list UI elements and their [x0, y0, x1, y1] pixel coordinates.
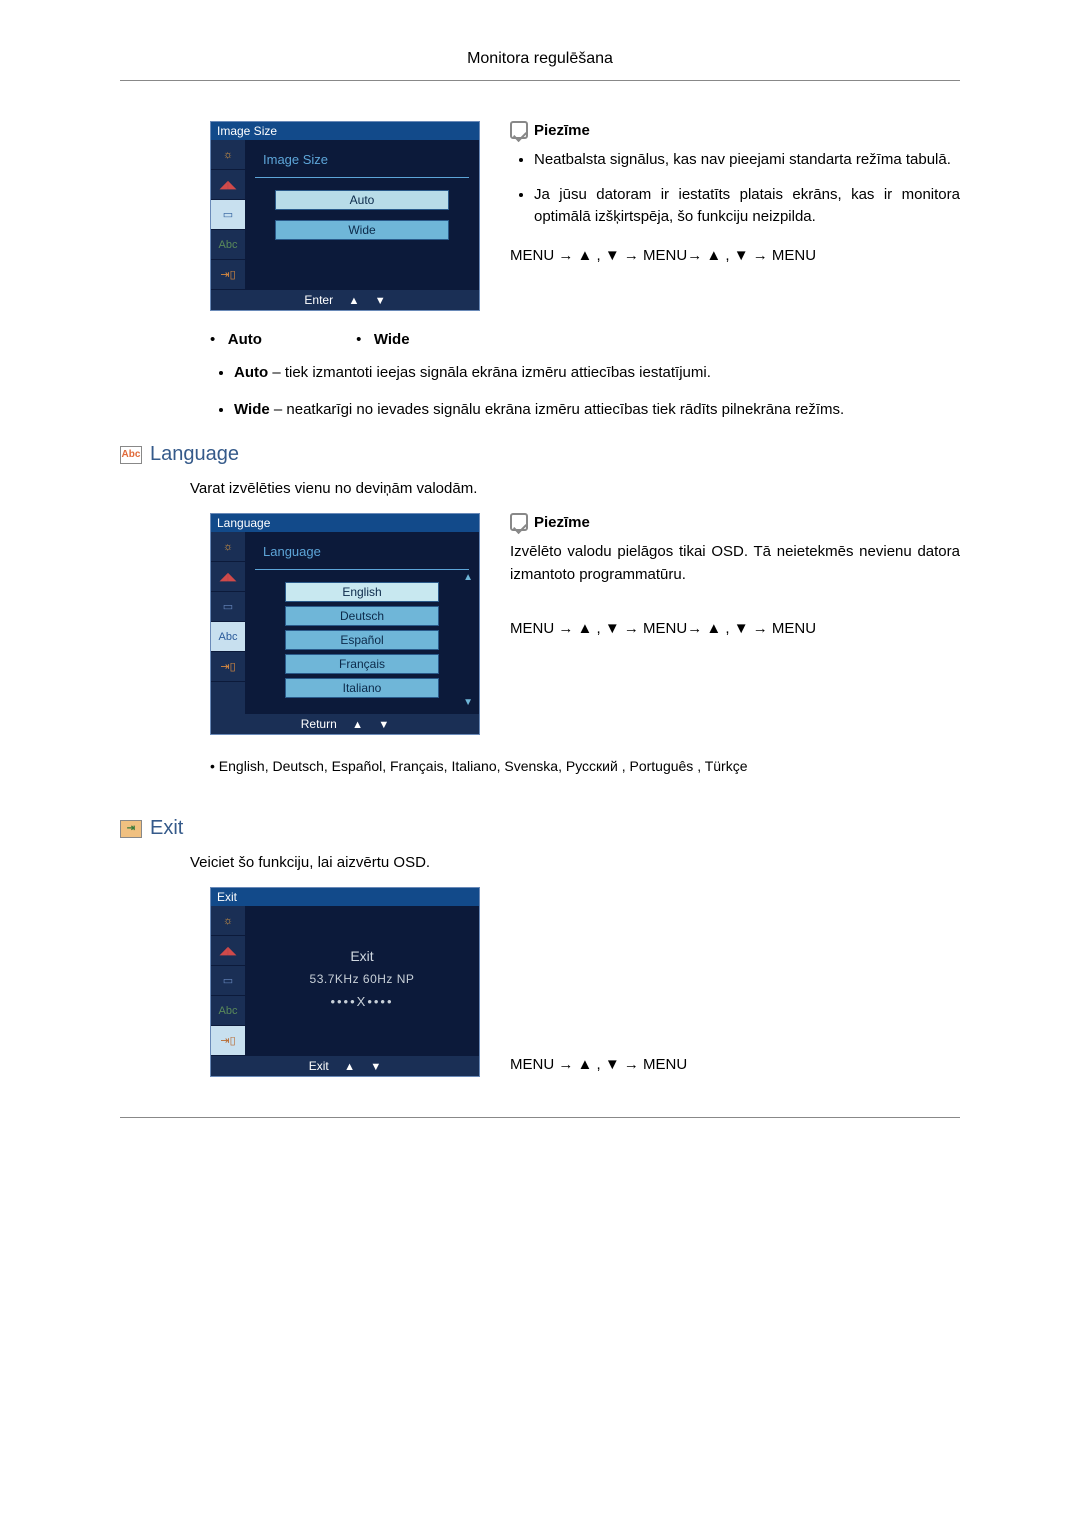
- scroll-down-icon[interactable]: ▼: [463, 697, 473, 708]
- brightness-icon: ☼: [211, 906, 245, 936]
- exit-label: Exit: [255, 948, 469, 964]
- desc-item: Auto – tiek izmantoti ieejas signāla ekr…: [234, 362, 930, 385]
- section-title: Exit: [150, 817, 183, 840]
- note-icon: [510, 121, 528, 139]
- note-heading: Piezīme: [510, 513, 960, 531]
- osd-language: Language ☼ ◢◣ ▭ Abc ⇥▯ Language ▲ Englis…: [210, 513, 480, 735]
- osd-image-size: Image Size ☼ ◢◣ ▭ Abc ⇥▯ Image Size Auto…: [210, 121, 480, 311]
- note-icon: [510, 513, 528, 531]
- size-icon: ▭: [211, 592, 245, 622]
- osd-title: Language: [211, 514, 479, 532]
- osd-option-wide[interactable]: Wide: [275, 220, 449, 240]
- description-list: Auto – tiek izmantoti ieejas signāla ekr…: [120, 362, 960, 421]
- nav-sequence: MENU → ▲ , ▼ → MENU: [510, 1052, 687, 1078]
- osd-title: Image Size: [211, 122, 479, 140]
- section-title: Language: [150, 443, 239, 466]
- x-indicator: ••••X••••: [255, 994, 469, 1009]
- nav-sequence: MENU → ▲ , ▼ → MENU→ ▲ , ▼ → MENU: [510, 243, 960, 269]
- exit-section-icon: ⇥: [120, 820, 142, 838]
- osd-side-icons: ☼ ◢◣ ▭ Abc ⇥▯: [211, 140, 245, 290]
- desc-item: Wide – neatkarīgi no ievades signālu ekr…: [234, 399, 930, 422]
- osd-exit-content: Exit 53.7KHz 60Hz NP ••••X••••: [255, 912, 469, 1045]
- exit-row: Exit ☼ ◢◣ ▭ Abc ⇥▯ Exit 53.7KHz 60Hz NP …: [120, 887, 960, 1077]
- down-arrow-icon[interactable]: ▼: [370, 1061, 381, 1073]
- exit-icon: ⇥▯: [211, 652, 245, 682]
- up-arrow-icon[interactable]: ▲: [348, 295, 359, 307]
- down-arrow-icon[interactable]: ▼: [375, 295, 386, 307]
- exit-icon: ⇥▯: [211, 1026, 245, 1056]
- note-item: Neatbalsta signālus, kas nav pieejami st…: [534, 149, 960, 172]
- section-language-heading: Abc Language: [120, 443, 960, 466]
- osd-lang-deutsch[interactable]: Deutsch: [285, 606, 439, 626]
- osd-heading: Image Size: [255, 146, 469, 178]
- exit-icon: ⇥▯: [211, 260, 245, 290]
- language-intro: Varat izvēlēties vienu no deviņām valodā…: [190, 480, 960, 497]
- brightness-icon: ☼: [211, 532, 245, 562]
- language-icon: Abc: [211, 996, 245, 1026]
- osd-side-icons: ☼ ◢◣ ▭ Abc ⇥▯: [211, 532, 245, 714]
- note-label: Piezīme: [534, 122, 590, 139]
- nav-sequence: MENU → ▲ , ▼ → MENU→ ▲ , ▼ → MENU: [510, 616, 960, 642]
- footer-divider: [120, 1117, 960, 1118]
- page-header: Monitora regulēšana: [120, 50, 960, 81]
- size-icon: ▭: [211, 200, 245, 230]
- note-heading: Piezīme: [510, 121, 960, 139]
- language-icon: Abc: [211, 230, 245, 260]
- osd-nav-exit[interactable]: Exit: [309, 1059, 329, 1073]
- opt-auto: Auto: [228, 331, 262, 348]
- inline-options: • Auto • Wide: [210, 331, 960, 348]
- up-arrow-icon[interactable]: ▲: [344, 1061, 355, 1073]
- up-arrow-icon[interactable]: ▲: [352, 719, 363, 731]
- scroll-up-icon[interactable]: ▲: [463, 572, 473, 583]
- frequency-readout: 53.7KHz 60Hz NP: [255, 972, 469, 986]
- note-list: Neatbalsta signālus, kas nav pieejami st…: [510, 149, 960, 229]
- osd-nav-bar: Exit ▲ ▼: [211, 1056, 479, 1076]
- brightness-icon: ☼: [211, 140, 245, 170]
- color-icon: ◢◣: [211, 562, 245, 592]
- opt-wide: Wide: [374, 331, 410, 348]
- osd-title: Exit: [211, 888, 479, 906]
- osd-heading: Language: [255, 538, 469, 570]
- osd-nav-return[interactable]: Return: [301, 717, 337, 731]
- note-item: Ja jūsu datoram ir iestatīts platais ekr…: [534, 184, 960, 229]
- size-icon: ▭: [211, 966, 245, 996]
- osd-nav-enter[interactable]: Enter: [304, 293, 333, 307]
- osd-side-icons: ☼ ◢◣ ▭ Abc ⇥▯: [211, 906, 245, 1056]
- down-arrow-icon[interactable]: ▼: [378, 719, 389, 731]
- language-icon: Abc: [211, 622, 245, 652]
- osd-lang-english[interactable]: English: [285, 582, 439, 602]
- language-row: Language ☼ ◢◣ ▭ Abc ⇥▯ Language ▲ Englis…: [120, 513, 960, 735]
- osd-nav-bar: Return ▲ ▼: [211, 714, 479, 734]
- osd-lang-francais[interactable]: Français: [285, 654, 439, 674]
- language-section-icon: Abc: [120, 446, 142, 464]
- exit-intro: Veiciet šo funkciju, lai aizvērtu OSD.: [190, 854, 960, 871]
- language-list: English, Deutsch, Español, Français, Ita…: [210, 755, 960, 777]
- note-text: Izvēlēto valodu pielāgos tikai OSD. Tā n…: [510, 541, 960, 586]
- image-size-row: Image Size ☼ ◢◣ ▭ Abc ⇥▯ Image Size Auto…: [120, 121, 960, 311]
- color-icon: ◢◣: [211, 170, 245, 200]
- osd-nav-bar: Enter ▲ ▼: [211, 290, 479, 310]
- osd-option-auto[interactable]: Auto: [275, 190, 449, 210]
- osd-lang-italiano[interactable]: Italiano: [285, 678, 439, 698]
- osd-lang-espanol[interactable]: Español: [285, 630, 439, 650]
- section-exit-heading: ⇥ Exit: [120, 817, 960, 840]
- color-icon: ◢◣: [211, 936, 245, 966]
- note-label: Piezīme: [534, 514, 590, 531]
- osd-exit: Exit ☼ ◢◣ ▭ Abc ⇥▯ Exit 53.7KHz 60Hz NP …: [210, 887, 480, 1077]
